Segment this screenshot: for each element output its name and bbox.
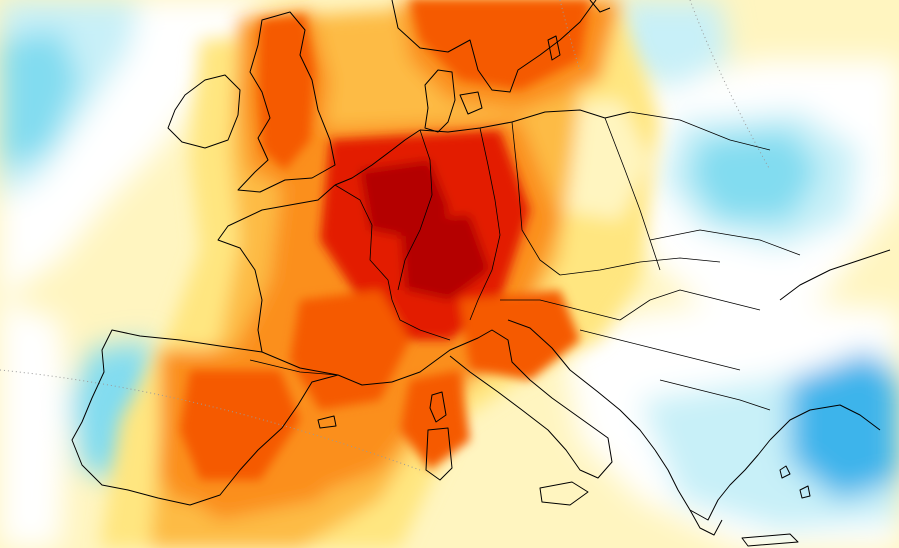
country-border: [559, 257, 721, 276]
sicily-coast: [539, 481, 589, 506]
graticule-lines: [0, 0, 771, 471]
italy-coast: [391, 329, 613, 479]
iberia-red: [180, 370, 300, 480]
atlantic-cyan-core: [0, 30, 80, 170]
ireland-coast: [167, 74, 241, 149]
hot-field-layer: [180, 0, 590, 480]
southern-baltic-coast: [419, 109, 631, 133]
adriatic-east-coast: [507, 319, 656, 451]
aegean-island-coast: [799, 485, 811, 499]
country-border: [500, 299, 621, 321]
country-border: [604, 117, 661, 271]
black-sea-coast: [779, 249, 891, 301]
country-border: [629, 111, 771, 151]
scandinavia-red: [410, 0, 590, 90]
north-atlantic-top-cyan: [620, 0, 730, 90]
crete-coast: [741, 533, 799, 547]
corsica-coast: [429, 391, 447, 423]
north-coast-fragment: [589, 0, 611, 13]
peloponnese-coast: [689, 509, 723, 536]
country-border: [649, 229, 801, 256]
greece-coast: [654, 439, 771, 521]
atlantic-west-white: [0, 300, 70, 548]
graticule-line: [689, 0, 771, 171]
aegean-coast: [769, 404, 881, 441]
country-border: [659, 379, 771, 411]
country-border: [249, 359, 339, 376]
gotland-coast: [547, 35, 561, 61]
country-border: [619, 289, 761, 321]
france-coast: [217, 184, 393, 386]
baltic-cyan-core: [690, 130, 820, 220]
denmark-coast: [424, 69, 456, 133]
iberia-coast: [71, 329, 339, 506]
country-border: [579, 329, 741, 371]
sardinia-coast: [425, 427, 453, 481]
germany-dark-red: [400, 215, 490, 300]
benelux-coast: [334, 129, 421, 186]
aegean-blue-core: [790, 350, 899, 500]
alps-red: [460, 290, 580, 380]
aegean-island-coast: [779, 465, 791, 479]
graticule-line: [0, 369, 421, 471]
border-layer: [249, 111, 801, 411]
country-border: [469, 127, 501, 321]
balearic-island-coast: [317, 415, 337, 429]
country-border: [397, 129, 433, 291]
scandinavia-coast: [391, 0, 597, 93]
coastline-layer: [71, 0, 891, 547]
great-britain-coast: [237, 11, 336, 193]
country-border: [334, 184, 451, 341]
country-border: [511, 121, 561, 276]
danish-island-coast: [459, 91, 483, 115]
